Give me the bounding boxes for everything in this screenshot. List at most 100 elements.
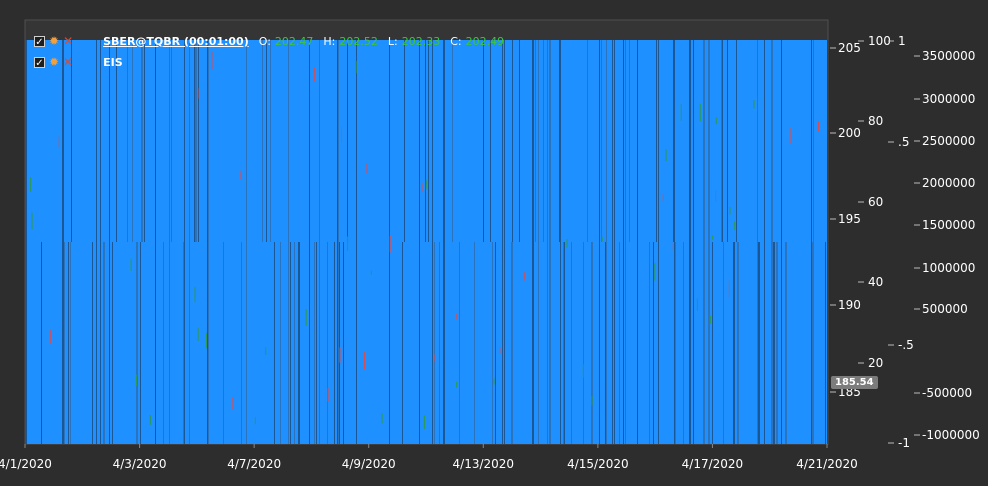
- y-tick-label-volume: 500000: [922, 302, 968, 316]
- volume-bar: [62, 40, 64, 444]
- volume-bar: [599, 40, 600, 444]
- volume-bar: [25, 40, 27, 444]
- volume-bar: [656, 40, 657, 242]
- checkbox-checked-icon[interactable]: ✓: [34, 56, 45, 69]
- close-icon[interactable]: ✕: [63, 34, 74, 48]
- candle: [205, 332, 207, 349]
- volume-bar: [559, 40, 560, 242]
- candle: [370, 270, 372, 275]
- volume-bar: [207, 40, 208, 444]
- y-tick-label-volume: 3000000: [922, 92, 975, 106]
- candle: [381, 413, 383, 424]
- candle: [753, 100, 755, 109]
- close-icon[interactable]: ✕: [63, 55, 74, 69]
- volume-bar: [343, 242, 344, 444]
- volume-bar: [737, 242, 739, 444]
- volume-bar: [195, 40, 197, 242]
- volume-bar: [811, 40, 812, 444]
- candle: [31, 212, 33, 230]
- volume-bar: [402, 242, 403, 444]
- volume-bar: [294, 242, 295, 444]
- volume-bar: [538, 40, 539, 444]
- y-tick-label-volume: 3500000: [922, 49, 975, 63]
- candle: [339, 347, 341, 363]
- volume-bar: [560, 40, 561, 444]
- volume-bar: [171, 40, 172, 242]
- volume-bar: [703, 40, 704, 444]
- volume-bar: [773, 242, 775, 444]
- y-tick-label-norm: -1: [898, 436, 910, 450]
- volume-bar: [625, 40, 626, 444]
- legend-row-sber: ✓ ✹ ✕ SBER@TQBR (00:01:00) O: 202.47 H: …: [34, 33, 504, 49]
- y-tick-label-norm: -.5: [898, 338, 914, 352]
- volume-bar: [563, 242, 564, 444]
- candle: [389, 235, 391, 253]
- y-tick-label-price: 195: [838, 212, 861, 226]
- candle: [672, 242, 674, 251]
- ohlc-low-label: L:: [387, 34, 398, 48]
- ohlc-open-label: O:: [258, 34, 271, 48]
- volume-bar: [571, 242, 572, 444]
- y-tick-label-norm: 1: [898, 34, 906, 48]
- volume-bar: [605, 242, 606, 444]
- volume-bar: [543, 40, 544, 242]
- volume-bar: [183, 242, 184, 444]
- y-tick-label-norm: .5: [898, 135, 909, 149]
- volume-bar: [727, 40, 728, 242]
- candle: [58, 136, 60, 148]
- volume-bar: [132, 40, 133, 242]
- volume-bar: [757, 40, 758, 444]
- volume-bar: [116, 40, 117, 242]
- volume-bar: [512, 40, 513, 242]
- y-tick-label-price: 205: [838, 41, 861, 55]
- x-tick-label: 4/17/2020: [682, 457, 744, 471]
- volume-bar: [163, 242, 164, 444]
- series-name-sber[interactable]: SBER@TQBR (00:01:00): [103, 34, 249, 48]
- volume-bar: [347, 40, 348, 242]
- volume-bar: [619, 242, 620, 444]
- volume-bar: [776, 242, 778, 444]
- volume-bar: [290, 242, 291, 444]
- chart-bars-group: [25, 40, 826, 444]
- y-tick-label-pct: 40: [868, 275, 883, 289]
- volume-bar: [64, 242, 65, 444]
- volume-bar: [288, 40, 289, 444]
- volume-bar: [583, 242, 584, 444]
- candle: [363, 352, 365, 371]
- candle: [817, 121, 819, 132]
- candle: [355, 60, 357, 74]
- volume-bar: [637, 40, 638, 444]
- volume-bar: [511, 242, 513, 444]
- volume-bar: [389, 40, 390, 444]
- volume-bar: [675, 242, 676, 444]
- candle: [232, 396, 234, 410]
- volume-bar: [100, 40, 101, 444]
- candle: [501, 287, 503, 292]
- checkbox-checked-icon[interactable]: ✓: [34, 35, 45, 48]
- volume-bar: [439, 242, 440, 444]
- candle: [734, 221, 736, 230]
- y-tick-label-price: 190: [838, 298, 861, 312]
- volume-bar: [241, 242, 242, 444]
- gear-icon[interactable]: ✹: [49, 55, 60, 69]
- candle: [327, 388, 329, 402]
- candle: [434, 354, 436, 361]
- volume-bar: [649, 242, 650, 444]
- legend-row-eis: ✓ ✹ ✕ EIS: [34, 54, 123, 70]
- volume-bar: [708, 40, 710, 444]
- volume-bar: [653, 242, 654, 444]
- volume-bar: [92, 242, 93, 444]
- volume-bar: [208, 40, 209, 444]
- x-tick-label: 4/21/2020: [796, 457, 858, 471]
- volume-bar: [184, 40, 185, 444]
- volume-bar: [262, 40, 263, 242]
- volume-bar: [722, 40, 723, 242]
- candle: [696, 298, 698, 311]
- volume-bar: [764, 40, 765, 444]
- candle: [347, 236, 349, 251]
- series-name-eis[interactable]: EIS: [103, 55, 123, 69]
- volume-bar: [490, 40, 491, 242]
- y-tick-label-pct: 60: [868, 195, 883, 209]
- candle: [591, 395, 593, 406]
- gear-icon[interactable]: ✹: [49, 34, 60, 48]
